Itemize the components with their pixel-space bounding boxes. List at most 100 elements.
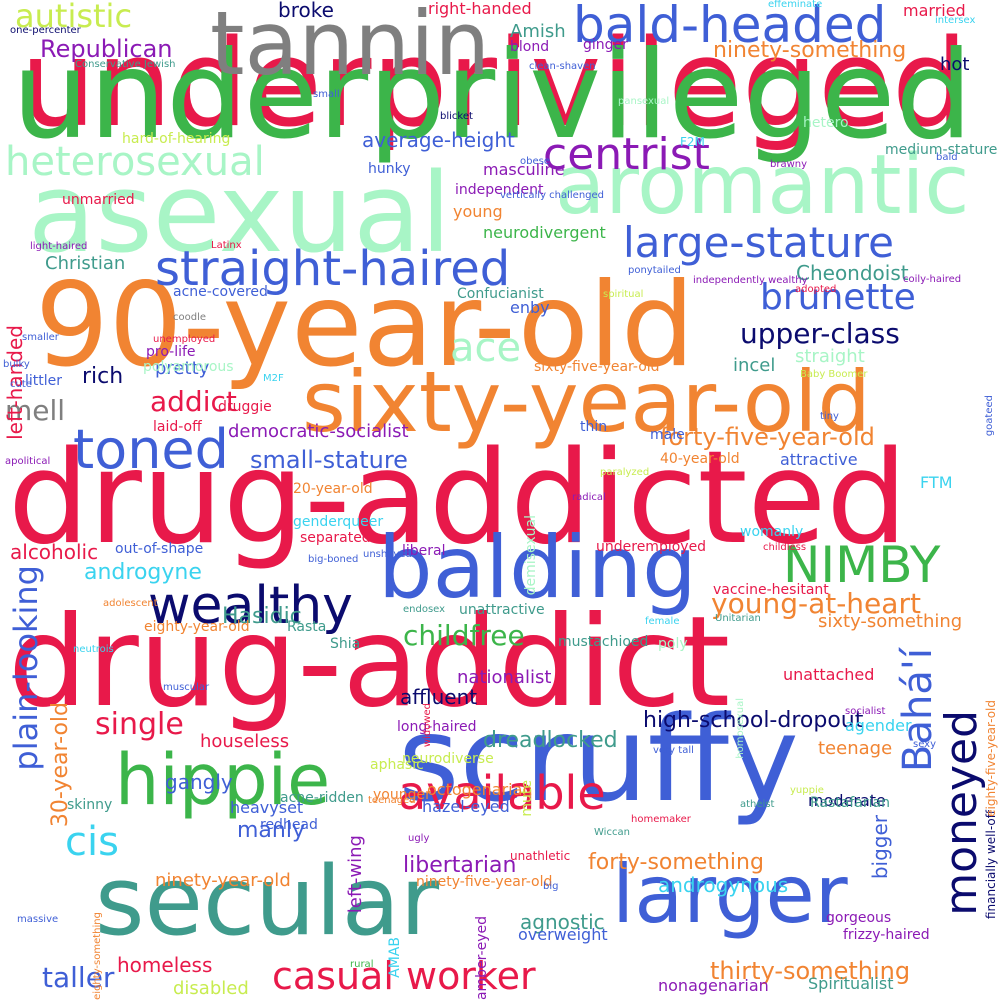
word-available: available	[398, 766, 606, 820]
word-heavyset: heavyset	[230, 798, 304, 817]
word-conservative-jewish: Conservative Jewish	[75, 59, 176, 70]
word-pro-life: pro-life	[146, 344, 196, 360]
word-financially-well-off: financially well-off	[984, 810, 998, 920]
word-paralyzed: paralyzed	[600, 467, 650, 478]
word-apolitical: apolitical	[5, 456, 51, 467]
word-single: single	[95, 707, 184, 742]
word-casual-worker: casual worker	[272, 954, 536, 998]
word-moderate: moderate	[808, 791, 886, 810]
word-married: married	[903, 1, 966, 20]
word-eighty-something: eighty-something	[92, 912, 103, 1000]
word-libertarian: libertarian	[403, 853, 517, 878]
word-adolescent: adolescent	[103, 598, 158, 609]
word-aromantic: aromantic	[555, 138, 970, 233]
word-young-at-heart: young-at-heart	[711, 587, 921, 620]
word-cute: cute	[10, 379, 32, 390]
word-broke: broke	[278, 0, 334, 22]
word-mell: mell	[5, 394, 66, 427]
word-amber-eyed: amber-eyed	[474, 915, 490, 1000]
word-ninety-year-old: ninety-year-old	[155, 870, 291, 891]
word-thirty-something: thirty-something	[710, 957, 911, 985]
word-pansexual: pansexual	[618, 96, 670, 107]
word-blond: blond	[510, 39, 550, 55]
word-homemaker: homemaker	[631, 814, 691, 825]
word-widowed: widowed	[422, 703, 433, 748]
word-big: big	[543, 881, 559, 892]
word-one-percenter: one-percenter	[10, 25, 81, 36]
word-spiritualist: Spiritualist	[808, 974, 894, 993]
word-hippie: hippie	[115, 739, 331, 821]
word-incel: incel	[733, 355, 776, 376]
word-muscular: muscular	[163, 682, 210, 693]
word-confucianist: Confucianist	[457, 286, 544, 302]
word-polyamorous: polyamorous	[143, 359, 234, 375]
word-underprivileged: underprivileged	[20, 15, 968, 154]
word-asexual: asexual	[28, 149, 452, 277]
word-hunky: hunky	[368, 161, 411, 177]
word-endosex: endosex	[403, 604, 446, 615]
word-upper-class: upper-class	[740, 317, 900, 350]
word-unathletic: unathletic	[510, 849, 571, 863]
word-dreadlocked: dreadlocked	[483, 728, 618, 753]
word-thin: thin	[580, 419, 608, 435]
word-sixty-five-year-old: sixty-five-year-old	[534, 359, 660, 375]
word-massive: massive	[17, 914, 59, 925]
word-adopted: adopted	[795, 284, 837, 295]
word-40-year-old: 40-year-old	[660, 451, 740, 467]
word-ninety-five-year-old: ninety-five-year-old	[416, 874, 553, 890]
word-heterosexual: heterosexual	[5, 139, 265, 185]
word-medium-stature: medium-stature	[885, 142, 998, 158]
word-moneyed: moneyed	[936, 710, 987, 916]
word-unshaved: unshaved	[363, 549, 412, 560]
word-genderqueer: genderqueer	[293, 514, 384, 530]
word-small-stature: small-stature	[250, 446, 408, 474]
word-tiny: tiny	[820, 411, 839, 422]
word-drug-addicted: drug-addicted	[8, 424, 908, 573]
word-neurodivergent: neurodivergent	[483, 223, 606, 242]
word-sixty-something: sixty-something	[818, 611, 963, 632]
word-cis: cis	[65, 819, 119, 865]
word-amab: AMAB	[387, 937, 403, 978]
word-hasidic: Hasidic	[222, 604, 302, 629]
word-coodle: coodle	[173, 312, 207, 323]
word-brawny: brawny	[770, 159, 808, 170]
word-republican: Republican	[40, 35, 173, 63]
word-overweight: overweight	[518, 925, 608, 944]
word-underprivileged: underprivileged	[12, 24, 973, 166]
word-aphasic: aphasic	[370, 757, 424, 773]
word-eighty-five-year-old: eighty-five-year-old	[984, 700, 998, 817]
word-rich: rich	[82, 364, 124, 389]
word-female: female	[645, 616, 680, 627]
word-sixty-year-old: sixty-year-old	[302, 353, 871, 451]
word-secular: secular	[95, 847, 440, 957]
word-small: small	[313, 89, 340, 100]
word-hazel-eyed: hazel-eyed	[422, 797, 510, 816]
word-acne-covered: acne-covered	[173, 284, 268, 300]
word-ginger: ginger	[583, 37, 628, 53]
word-forty-something: forty-something	[588, 850, 764, 875]
word-unmarried: unmarried	[62, 192, 135, 208]
word-straight-haired: straight-haired	[155, 241, 511, 297]
word-agnostic: agnostic	[520, 910, 605, 934]
word-acne-ridden: acne-ridden	[280, 790, 364, 806]
word-wealthy: wealthy	[148, 576, 353, 636]
word-underemployed: underemployed	[596, 539, 707, 555]
word-out-of-shape: out-of-shape	[115, 541, 204, 557]
word-left-wing: left-wing	[345, 835, 366, 914]
word-mute: mute	[519, 780, 535, 817]
word-childless: childless	[763, 542, 807, 553]
word-neurodiverse: neurodiverse	[402, 751, 494, 767]
word-high-school-dropout: high-school-dropout	[643, 708, 864, 733]
word-very-tall: very tall	[653, 745, 694, 756]
word-yuppie: yuppie	[790, 785, 824, 796]
word-autistic: autistic	[15, 0, 133, 35]
word-frizzy-haired: frizzy-haired	[843, 927, 930, 943]
word-redhead: redhead	[260, 817, 318, 833]
word-spiritual: spiritual	[603, 289, 644, 300]
word-intersex: intersex	[935, 15, 976, 26]
word-unitarian: Unitarian	[715, 613, 761, 624]
word-laid-off: laid-off	[153, 419, 202, 435]
word-masculine: masculine	[483, 160, 565, 179]
word-long-haired: long-haired	[397, 719, 477, 735]
word-alcoholic: alcoholic	[10, 540, 99, 564]
